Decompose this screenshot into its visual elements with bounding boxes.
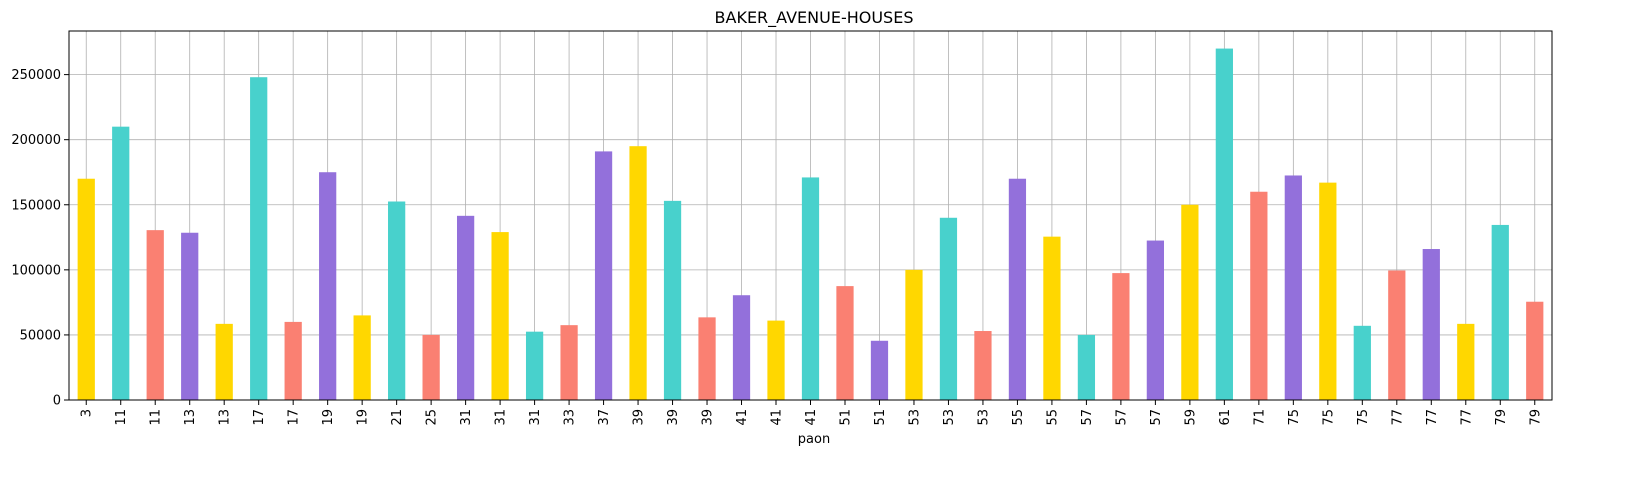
y-tick-label: 50000 <box>20 328 61 343</box>
x-tick-label: 57 <box>1080 409 1095 426</box>
bar <box>1491 224 1509 400</box>
bars <box>77 48 1544 401</box>
x-tick-label: 53 <box>942 409 957 426</box>
x-tick-label: 71 <box>1252 409 1267 426</box>
x-tick-label: 79 <box>1528 409 1543 426</box>
x-tick-label: 31 <box>459 409 474 426</box>
x-tick-label: 79 <box>1494 409 1509 426</box>
x-tick-label: 75 <box>1356 409 1371 426</box>
x-tick-label: 61 <box>1218 409 1233 426</box>
x-tick-label: 53 <box>907 409 922 426</box>
x-tick-label: 75 <box>1287 409 1302 426</box>
chart-title: BAKER_AVENUE-HOUSES <box>715 8 914 28</box>
bar <box>491 232 509 400</box>
bar <box>1319 182 1337 400</box>
bar <box>801 177 820 400</box>
bar <box>698 317 716 400</box>
bar <box>560 325 578 400</box>
bar <box>146 230 164 400</box>
x-tick-label: 77 <box>1459 409 1474 426</box>
bar <box>77 178 95 400</box>
x-tick-label: 51 <box>873 409 888 426</box>
bar <box>1457 323 1475 400</box>
bar <box>629 146 647 400</box>
x-tick-label: 13 <box>218 409 233 426</box>
x-tick-label: 19 <box>321 409 336 426</box>
x-axis-label: paon <box>798 432 830 447</box>
bar <box>1008 178 1027 400</box>
bar <box>181 232 199 400</box>
x-tick-label: 57 <box>1114 409 1129 426</box>
x-tick-label: 13 <box>183 409 198 426</box>
bar <box>836 286 854 400</box>
y-tick-label: 150000 <box>11 198 61 213</box>
bar <box>870 340 889 400</box>
x-tick-label: 31 <box>528 409 543 426</box>
bar <box>1422 249 1440 400</box>
y-tick-label: 100000 <box>11 263 61 278</box>
bar <box>732 295 751 400</box>
x-tick-label: 51 <box>838 409 853 426</box>
bar <box>974 331 992 400</box>
x-tick-label: 3 <box>80 409 95 417</box>
bar <box>112 126 130 401</box>
bar <box>1077 334 1096 400</box>
x-tick-label: 17 <box>252 409 267 426</box>
bar <box>1250 191 1268 400</box>
x-tick-label: 77 <box>1425 409 1440 426</box>
bar <box>905 269 923 400</box>
x-tick-label: 41 <box>735 409 750 426</box>
bar <box>1526 301 1544 400</box>
x-tick-label: 25 <box>425 409 440 426</box>
x-tick-label: 31 <box>494 409 509 426</box>
bar <box>525 331 544 400</box>
x-tick-label: 55 <box>1045 409 1060 426</box>
x-tick-label: 75 <box>1321 409 1336 426</box>
bar <box>1284 175 1302 400</box>
bar <box>767 320 785 400</box>
x-tick-label: 37 <box>597 409 612 426</box>
bar <box>353 315 371 400</box>
x-tick-label: 53 <box>976 409 991 426</box>
x-tick-label: 41 <box>770 409 785 426</box>
bar <box>939 217 958 400</box>
x-tick-label: 59 <box>1183 409 1198 426</box>
x-tick-label: 39 <box>666 409 681 426</box>
bar <box>1215 48 1233 400</box>
x-tick-label: 55 <box>1011 409 1026 426</box>
bar <box>319 172 337 400</box>
bar <box>215 323 233 400</box>
y-tick-label: 250000 <box>11 68 61 83</box>
x-tick-label: 41 <box>804 409 819 426</box>
y-tick-label: 0 <box>53 394 61 409</box>
bar <box>284 321 302 400</box>
x-tick-label: 17 <box>287 409 302 426</box>
bar <box>422 334 440 400</box>
x-tick-label: 33 <box>563 409 578 426</box>
x-tick-label: 39 <box>632 409 647 426</box>
bar <box>456 215 475 400</box>
x-tick-label: 39 <box>701 409 716 426</box>
y-tick-label: 200000 <box>11 133 61 148</box>
x-tick-label: 57 <box>1149 409 1164 426</box>
bar <box>388 201 406 400</box>
bar <box>663 200 682 400</box>
bar <box>1181 204 1199 400</box>
x-tick-label: 19 <box>356 409 371 426</box>
bar <box>1388 270 1406 400</box>
x-tick-label: 11 <box>114 409 129 426</box>
bar <box>1353 325 1371 400</box>
x-tick-label: 11 <box>149 409 164 426</box>
x-tick-label: 77 <box>1390 409 1405 426</box>
bar <box>1112 273 1130 400</box>
bar <box>1043 236 1061 400</box>
bar <box>250 77 268 400</box>
bar <box>594 151 613 400</box>
x-tick-label: 21 <box>390 409 405 426</box>
bar <box>1146 240 1165 400</box>
